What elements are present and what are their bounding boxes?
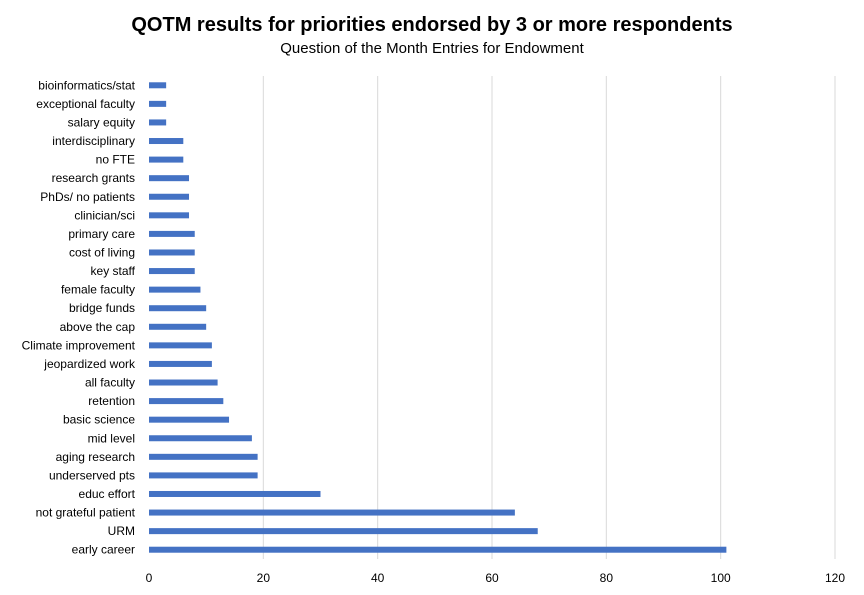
category-label: aging research xyxy=(56,450,135,464)
category-label: interdisciplinary xyxy=(52,134,135,148)
x-tick-label: 20 xyxy=(257,571,271,585)
category-labels: bioinformatics/stat exceptional faculty sa… xyxy=(22,78,136,556)
bar xyxy=(149,398,224,405)
category-label: URM xyxy=(108,524,135,538)
x-tick-labels: 0 20 40 60 80 100 120 xyxy=(146,571,846,585)
x-tick-label: 60 xyxy=(485,571,499,585)
bar xyxy=(149,249,195,256)
category-label: jeopardized work xyxy=(43,357,136,371)
bar xyxy=(149,453,258,460)
bar xyxy=(149,138,184,145)
category-label: bioinformatics/stat xyxy=(38,78,135,92)
chart-subtitle: Question of the Month Entries for Endowm… xyxy=(280,40,584,57)
category-label: no FTE xyxy=(96,153,135,167)
bar xyxy=(149,193,190,200)
x-tick-label: 80 xyxy=(600,571,614,585)
chart-title: QOTM results for priorities endorsed by … xyxy=(131,14,733,36)
bar xyxy=(149,546,727,553)
category-label: early career xyxy=(72,543,135,557)
bar xyxy=(149,100,167,107)
bars xyxy=(149,82,727,553)
bar xyxy=(149,342,212,349)
category-label: not grateful patient xyxy=(36,506,136,520)
bar xyxy=(149,268,195,275)
bar xyxy=(149,472,258,479)
category-label: above the cap xyxy=(60,320,136,334)
x-tick-label: 120 xyxy=(825,571,845,585)
category-label: educ effort xyxy=(79,487,136,501)
bar xyxy=(149,212,190,219)
bar xyxy=(149,379,218,386)
category-label: female faculty xyxy=(61,283,135,297)
bar xyxy=(149,156,184,163)
category-label: exceptional faculty xyxy=(36,97,135,111)
bar xyxy=(149,305,207,312)
category-label: key staff xyxy=(91,264,136,278)
bar xyxy=(149,323,207,330)
category-label: underserved pts xyxy=(49,468,135,482)
bar xyxy=(149,528,538,535)
gridlines xyxy=(262,76,836,559)
bar xyxy=(149,286,201,293)
category-label: all faculty xyxy=(85,376,135,390)
category-label: salary equity xyxy=(68,115,135,129)
bar xyxy=(149,119,167,126)
x-tick-label: 100 xyxy=(711,571,731,585)
x-tick-label: 40 xyxy=(371,571,385,585)
category-label: research grants xyxy=(52,171,135,185)
category-label: mid level xyxy=(88,431,135,445)
bar xyxy=(149,435,252,442)
category-label: basic science xyxy=(63,413,135,427)
bar xyxy=(149,416,230,423)
category-label: clinician/sci xyxy=(74,208,135,222)
bar xyxy=(149,175,190,182)
bar xyxy=(149,82,167,89)
x-tick-label: 0 xyxy=(146,571,153,585)
category-label: Climate improvement xyxy=(22,338,136,352)
category-label: cost of living xyxy=(69,245,135,259)
category-label: bridge funds xyxy=(69,301,135,315)
bar xyxy=(149,230,195,237)
category-label: retention xyxy=(88,394,135,408)
bar xyxy=(149,360,212,367)
category-label: primary care xyxy=(68,227,135,241)
bar xyxy=(149,509,515,516)
bar xyxy=(149,490,321,497)
category-label: PhDs/ no patients xyxy=(40,190,135,204)
